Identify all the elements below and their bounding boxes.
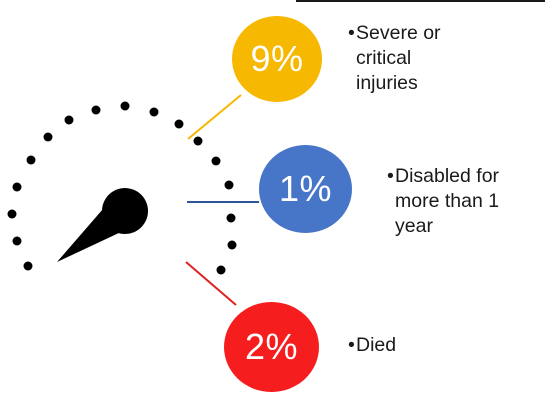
disabled-label-group: • Disabled for more than 1 year [387,164,543,239]
gauge-dot [43,132,53,142]
disabled-value: 1% [278,168,333,209]
gauge-dot [23,261,33,271]
severe-injuries-label: Severe or critical injuries [356,22,441,94]
died-value: 2% [244,326,299,367]
gauge-dot [227,240,237,250]
gauge-dot [12,182,22,192]
severe-injuries-value: 9% [250,38,304,79]
gauge-dot [26,155,36,165]
gauge-dot [149,107,159,117]
died-stat: 2% [224,302,319,392]
gauge-dots [7,101,237,275]
died-label: Died [356,334,397,356]
gauge-dot [7,209,17,219]
connector-severe [187,94,242,140]
bullet-glyph: • [348,334,355,356]
gauge-hub [102,188,148,234]
top-divider-line [296,0,545,2]
gauge-dot [193,136,203,146]
gauge-dot [226,213,236,223]
gauge-dot [224,180,234,190]
died-label-group: • Died [348,333,476,358]
connector-died [185,261,237,306]
gauge-dot [120,101,130,111]
gauge-dot [91,105,101,115]
gauge-dot [216,265,226,275]
gauge-dot [211,156,221,166]
bullet-glyph: • [348,22,355,44]
severe-injuries-label-group: • Severe or critical injuries [348,21,531,96]
severe-injuries-stat: 9% [232,16,322,102]
gauge-dot [64,115,74,125]
bullet-glyph: • [387,165,394,187]
gauge-dot [174,119,184,129]
gauge-dot [12,236,22,246]
disabled-label: Disabled for more than 1 year [395,165,500,237]
disabled-stat: 1% [259,145,352,233]
